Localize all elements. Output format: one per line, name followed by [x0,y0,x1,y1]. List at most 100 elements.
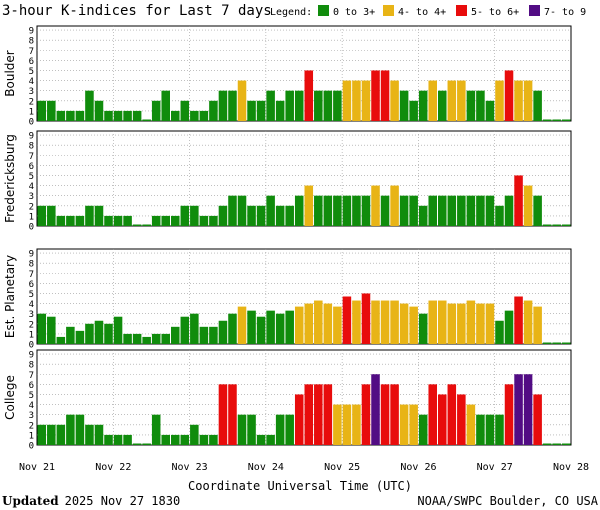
bar [371,300,380,344]
bar [47,100,56,121]
bar [266,310,275,344]
bar [361,80,371,121]
bar [533,195,542,226]
legend-swatch [456,5,467,16]
bar [275,313,285,344]
bar [342,80,352,121]
bar [209,215,218,226]
bar [514,374,523,445]
legend-swatch [383,5,394,16]
bar [104,434,113,445]
bar [342,404,352,445]
bar [428,300,437,344]
y-tick-label: 8 [29,142,34,152]
footer-updated-value: 2025 Nov 27 1830 [65,494,181,508]
bar [447,384,457,445]
x-tick-label: Nov 23 [172,462,208,473]
y-tick-label: 2 [29,320,34,330]
bar [418,205,428,226]
bar [56,215,66,226]
bar [142,443,151,445]
bar [523,185,533,226]
x-tick-label: Nov 21 [19,462,55,473]
bar [380,300,390,344]
bar [285,205,294,226]
bar [275,205,285,226]
bar [361,195,371,226]
bar [314,195,323,226]
bar [561,342,571,344]
y-tick-label: 1 [29,431,34,441]
y-tick-label: 4 [29,401,34,411]
y-tick-label: 5 [29,172,34,182]
bar [333,195,342,226]
bar [352,195,361,226]
bar [476,303,485,344]
y-tick-label: 5 [29,67,34,77]
bar [542,342,552,344]
bar [399,404,409,445]
bar [323,303,333,344]
x-axis: Nov 21 Nov 22 Nov 23 Nov 24 Nov 25 Nov 26 Nov … [19,462,589,473]
bar [113,215,123,226]
bar [218,384,228,445]
bar [161,215,170,226]
bar [113,110,123,121]
bar [218,320,228,344]
bar [418,414,428,445]
legend-label: 0 to 3+ [333,7,375,18]
bar [66,414,75,445]
bar [428,384,437,445]
y-tick-label: 7 [29,371,34,381]
bar [275,100,285,121]
bar [85,323,94,344]
bar [94,320,104,344]
bar [228,90,237,121]
panel-label: Est. Planetary [3,255,17,338]
bar [514,80,523,121]
x-tick-label: Nov 25 [324,462,360,473]
bar [533,394,542,445]
bar [123,110,132,121]
y-tick-label: 9 [29,351,34,361]
y-tick-label: 6 [29,381,34,391]
bar [171,215,180,226]
legend: Legend: 0 to 3+ 4- to 4+ 5- to 6+ 7- to 9 [270,5,586,18]
x-axis-label: Coordinate Universal Time (UTC) [188,479,412,493]
bar [37,313,47,344]
y-tick-label: 6 [29,57,34,67]
bar [37,424,47,445]
bar [542,119,552,121]
bar [304,70,314,121]
bar [85,205,94,226]
bar [352,80,361,121]
bar [542,224,552,226]
bar [523,80,533,121]
y-tick-label: 1 [29,212,34,222]
bar [457,394,466,445]
bar [542,443,552,445]
bar [447,303,457,344]
legend-swatch [529,5,540,16]
bar [75,215,85,226]
bar [209,100,218,121]
bar [399,303,409,344]
y-tick-label: 3 [29,310,34,320]
bar [285,310,294,344]
bar [37,205,47,226]
bar [247,100,256,121]
bar [142,119,151,121]
bar [495,80,504,121]
bar [47,424,56,445]
legend-label: 5- to 6+ [471,7,519,18]
bar [495,205,504,226]
bar [256,205,266,226]
y-tick-label: 2 [29,421,34,431]
bar [466,300,476,344]
bar [56,336,66,344]
bar [151,414,161,445]
y-tick-label: 3 [29,192,34,202]
